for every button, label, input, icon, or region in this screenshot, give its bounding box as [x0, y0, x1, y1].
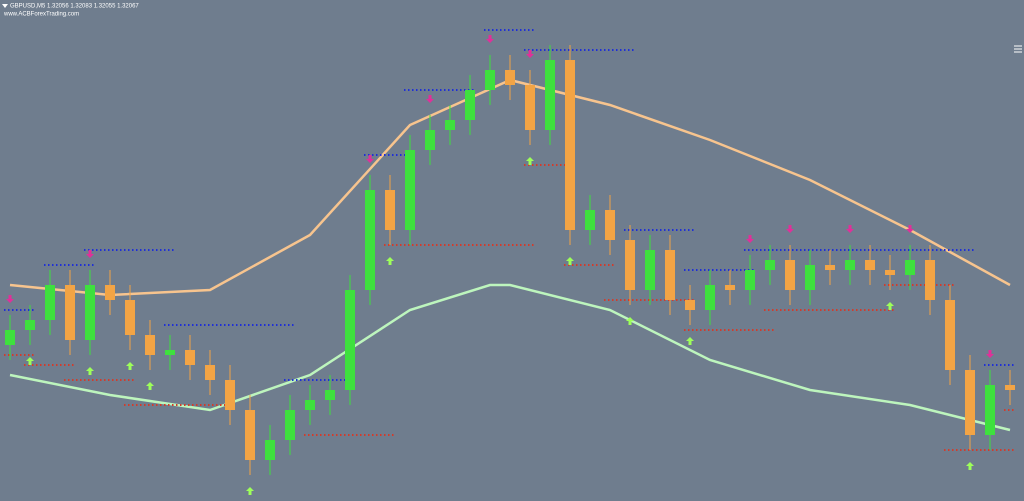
candle-body [705, 285, 715, 310]
chart-subtitle: www.ACBForexTrading.com [3, 12, 79, 18]
candle-body [405, 150, 415, 230]
candle-body [185, 350, 195, 365]
candle-body [45, 285, 55, 320]
buy-arrow [566, 257, 574, 265]
sell-arrow [906, 225, 914, 233]
candle-body [605, 210, 615, 240]
candle-body [165, 350, 175, 355]
candle-body [145, 335, 155, 355]
candle-body [265, 440, 275, 460]
sell-arrow [526, 50, 534, 58]
sell-arrow [746, 235, 754, 243]
buy-arrow [686, 337, 694, 345]
candle-body [945, 300, 955, 370]
buy-arrow [886, 302, 894, 310]
chart-title: GBPUSD,M5 1.32056 1.32083 1.32055 1.3206… [10, 4, 139, 10]
candle-body [245, 410, 255, 460]
candle-body [805, 265, 815, 290]
candle-body [925, 260, 935, 300]
buy-arrow [26, 357, 34, 365]
candle-body [665, 250, 675, 300]
moving-average [9, 283, 1011, 432]
candle-body [825, 265, 835, 270]
candle-body [625, 240, 635, 290]
buy-arrow [386, 257, 394, 265]
candle-body [365, 190, 375, 290]
candle-body [685, 300, 695, 310]
candle-body [765, 260, 775, 270]
candle-body [445, 120, 455, 130]
sell-arrow [426, 95, 434, 103]
sell-arrow [86, 250, 94, 258]
candle-body [225, 380, 235, 410]
candle-body [105, 285, 115, 300]
candle-body [25, 320, 35, 330]
candle-body [585, 210, 595, 230]
candle-body [845, 260, 855, 270]
sell-arrow [366, 155, 374, 163]
sell-arrow [846, 225, 854, 233]
candle-body [965, 370, 975, 435]
sell-arrow [986, 350, 994, 358]
candle-body [745, 270, 755, 290]
candle-body [725, 285, 735, 290]
buy-arrow [626, 317, 634, 325]
buy-arrow [966, 462, 974, 470]
buy-arrow [246, 487, 254, 495]
candle-body [65, 285, 75, 340]
candle-body [905, 260, 915, 275]
sell-arrow [486, 35, 494, 43]
menu-arrow[interactable] [2, 4, 8, 8]
candle-body [465, 90, 475, 120]
buy-arrow [86, 367, 94, 375]
candle-body [425, 130, 435, 150]
candle-body [85, 285, 95, 340]
candle-body [1005, 385, 1015, 390]
buy-arrow [526, 157, 534, 165]
candle-body [205, 365, 215, 380]
candle-body [785, 260, 795, 290]
candle-body [485, 70, 495, 90]
candle-body [5, 330, 15, 345]
sell-arrow [786, 225, 794, 233]
candle-body [305, 400, 315, 410]
candle-body [325, 390, 335, 400]
candle-body [545, 60, 555, 130]
candle-body [125, 300, 135, 335]
buy-arrow [126, 362, 134, 370]
candle-body [285, 410, 295, 440]
candle-body [985, 385, 995, 435]
sell-arrow [6, 295, 14, 303]
candle-body [505, 70, 515, 85]
candle-body [565, 60, 575, 230]
candle-body [645, 250, 655, 290]
candle-body [865, 260, 875, 270]
drag-icon[interactable] [1014, 45, 1022, 53]
candle-body [525, 85, 535, 130]
candle-body [385, 190, 395, 230]
buy-arrow [146, 382, 154, 390]
candle-body [885, 270, 895, 275]
candle-body [345, 290, 355, 390]
